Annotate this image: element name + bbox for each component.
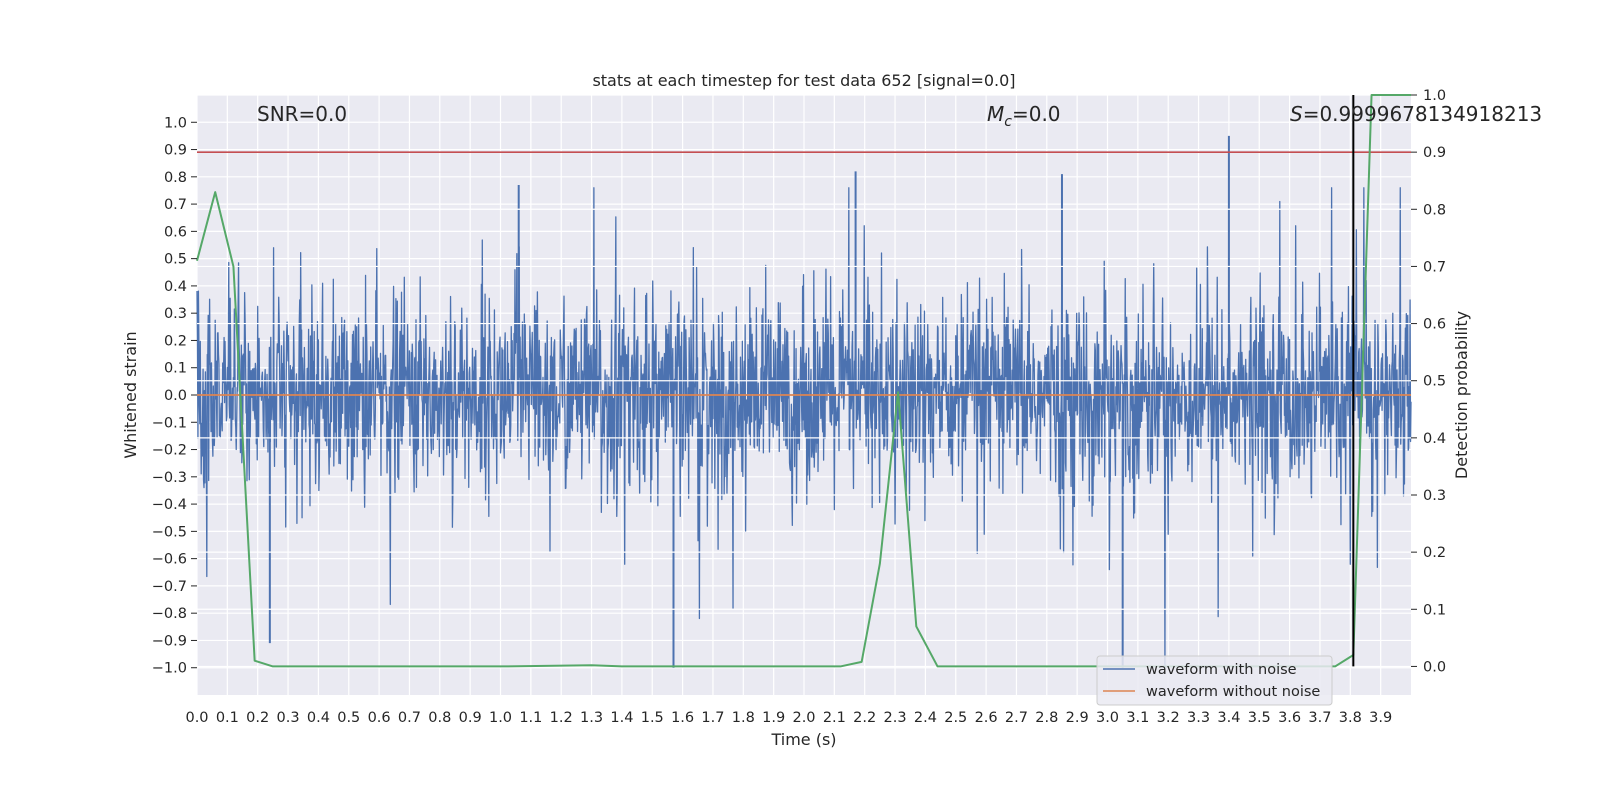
y2-tick-label: 0.6 xyxy=(1423,317,1446,333)
y2-tick-label: 0.5 xyxy=(1423,374,1446,390)
legend-box xyxy=(1096,655,1333,706)
y2-tick-label: 0.3 xyxy=(1423,488,1446,504)
y-tick-label: 0.5 xyxy=(164,252,187,268)
x-axis-ticks: 0.0 0.1 0.2 0.3 0.4 0.5 0.6 0.7 0.8 0.9 1.0 1.1 1.2 1… xyxy=(185,710,1392,726)
x-tick-label: 0.4 xyxy=(307,710,330,726)
y-axis-label: Whitened strain xyxy=(121,331,140,458)
snr-annotation: SNR=0.0 xyxy=(257,102,347,126)
legend-label-clean: waveform without noise xyxy=(1146,684,1320,700)
mc-annotation: Mc=0.0 xyxy=(987,102,1061,130)
x-tick-label: 3.2 xyxy=(1157,710,1180,726)
x-tick-label: 3.3 xyxy=(1187,710,1210,726)
x-tick-label: 2.9 xyxy=(1066,710,1089,726)
y-tick-label: 0.6 xyxy=(164,224,187,240)
y2-tick-label: 0.7 xyxy=(1423,259,1446,275)
x-tick-label: 0.3 xyxy=(277,710,300,726)
y-tick-label: 0.1 xyxy=(164,361,187,377)
x-tick-label: 2.0 xyxy=(792,710,815,726)
chart-title: stats at each timestep for test data 652… xyxy=(592,71,1015,90)
x-tick-label: 1.7 xyxy=(701,710,724,726)
x-tick-label: 0.9 xyxy=(459,710,482,726)
y-tick-label: −0.1 xyxy=(152,415,187,431)
mc-subscript: c xyxy=(1004,114,1012,130)
legend: waveform with noise waveform without noi… xyxy=(1096,655,1333,706)
x-tick-label: 1.5 xyxy=(641,710,664,726)
y2-tick-label: 0.9 xyxy=(1423,145,1446,161)
x-tick-label: 1.8 xyxy=(732,710,755,726)
y-tick-label: 0.2 xyxy=(164,333,187,349)
x-tick-label: 3.5 xyxy=(1248,710,1271,726)
x-tick-label: 3.0 xyxy=(1096,710,1119,726)
y-tick-label: 1.0 xyxy=(164,115,187,131)
x-tick-label: 2.6 xyxy=(975,710,998,726)
y-tick-label: 0.0 xyxy=(164,388,187,404)
legend-label-noise: waveform with noise xyxy=(1146,662,1297,678)
y2-tick-label: 0.8 xyxy=(1423,202,1446,218)
y-tick-label: −0.8 xyxy=(152,606,187,622)
x-tick-label: 0.0 xyxy=(185,710,208,726)
x-tick-label: 1.3 xyxy=(580,710,603,726)
y-tick-label: −1.0 xyxy=(152,661,187,677)
y-tick-label: −0.7 xyxy=(152,579,187,595)
y2-tick-label: 0.2 xyxy=(1423,545,1446,561)
x-tick-label: 3.8 xyxy=(1339,710,1362,726)
x-tick-label: 2.4 xyxy=(914,710,937,726)
x-tick-label: 3.7 xyxy=(1308,710,1331,726)
left-axis-ticks: −1.0 −0.9 −0.8 −0.7 −0.6 −0.5 −0.4 −0.3 −0.2 −0.1… xyxy=(152,115,197,677)
y-tick-label: −0.9 xyxy=(152,633,187,649)
x-tick-label: 3.6 xyxy=(1278,710,1301,726)
y-tick-label: −0.5 xyxy=(152,524,187,540)
y-tick-label: −0.2 xyxy=(152,443,187,459)
y-tick-label: 0.4 xyxy=(164,279,187,295)
x-tick-label: 0.6 xyxy=(368,710,391,726)
x-tick-label: 1.4 xyxy=(610,710,633,726)
x-tick-label: 0.2 xyxy=(246,710,269,726)
x-tick-label: 1.2 xyxy=(550,710,573,726)
x-tick-label: 1.6 xyxy=(671,710,694,726)
y-tick-label: 0.3 xyxy=(164,306,187,322)
y2-tick-label: 1.0 xyxy=(1423,88,1446,104)
y2-tick-label: 0.4 xyxy=(1423,431,1446,447)
x-tick-label: 2.8 xyxy=(1035,710,1058,726)
x-tick-label: 2.7 xyxy=(1005,710,1028,726)
y-tick-label: −0.4 xyxy=(152,497,187,513)
x-tick-label: 1.9 xyxy=(762,710,785,726)
x-tick-label: 2.3 xyxy=(884,710,907,726)
x-tick-label: 3.9 xyxy=(1369,710,1392,726)
series-waveform-with-noise xyxy=(196,187,1412,669)
plot-series-layer xyxy=(196,94,1412,669)
x-tick-label: 1.0 xyxy=(489,710,512,726)
y2-axis-label: Detection probability xyxy=(1452,311,1471,479)
y-tick-label: 0.7 xyxy=(164,197,187,213)
x-tick-label: 2.2 xyxy=(853,710,876,726)
x-tick-label: 0.1 xyxy=(216,710,239,726)
y-tick-label: −0.6 xyxy=(152,552,187,568)
x-tick-label: 0.8 xyxy=(428,710,451,726)
series-detection-probability xyxy=(196,94,1411,668)
right-axis-ticks: 0.0 0.1 0.2 0.3 0.4 0.5 0.6 0.7 0.8 0.9 1.0 xyxy=(1411,88,1446,675)
x-tick-label: 3.1 xyxy=(1126,710,1149,726)
s-annotation: S=0.9999678134918213 xyxy=(1290,102,1542,126)
x-tick-label: 1.1 xyxy=(519,710,542,726)
x-tick-label: 0.7 xyxy=(398,710,421,726)
y2-tick-label: 0.1 xyxy=(1423,602,1446,618)
y2-tick-label: 0.0 xyxy=(1423,659,1446,675)
x-tick-label: 3.4 xyxy=(1217,710,1240,726)
y-tick-label: −0.3 xyxy=(152,470,187,486)
x-tick-label: 2.1 xyxy=(823,710,846,726)
mc-symbol: M xyxy=(987,102,1004,126)
y-tick-label: 0.9 xyxy=(164,143,187,159)
y-tick-label: 0.8 xyxy=(164,170,187,186)
mc-value: =0.0 xyxy=(1012,102,1061,126)
s-symbol: S xyxy=(1290,102,1303,126)
x-tick-label: 2.5 xyxy=(944,710,967,726)
x-tick-label: 0.5 xyxy=(337,710,360,726)
s-value: =0.9999678134918213 xyxy=(1303,102,1542,126)
x-axis-label: Time (s) xyxy=(770,730,836,749)
